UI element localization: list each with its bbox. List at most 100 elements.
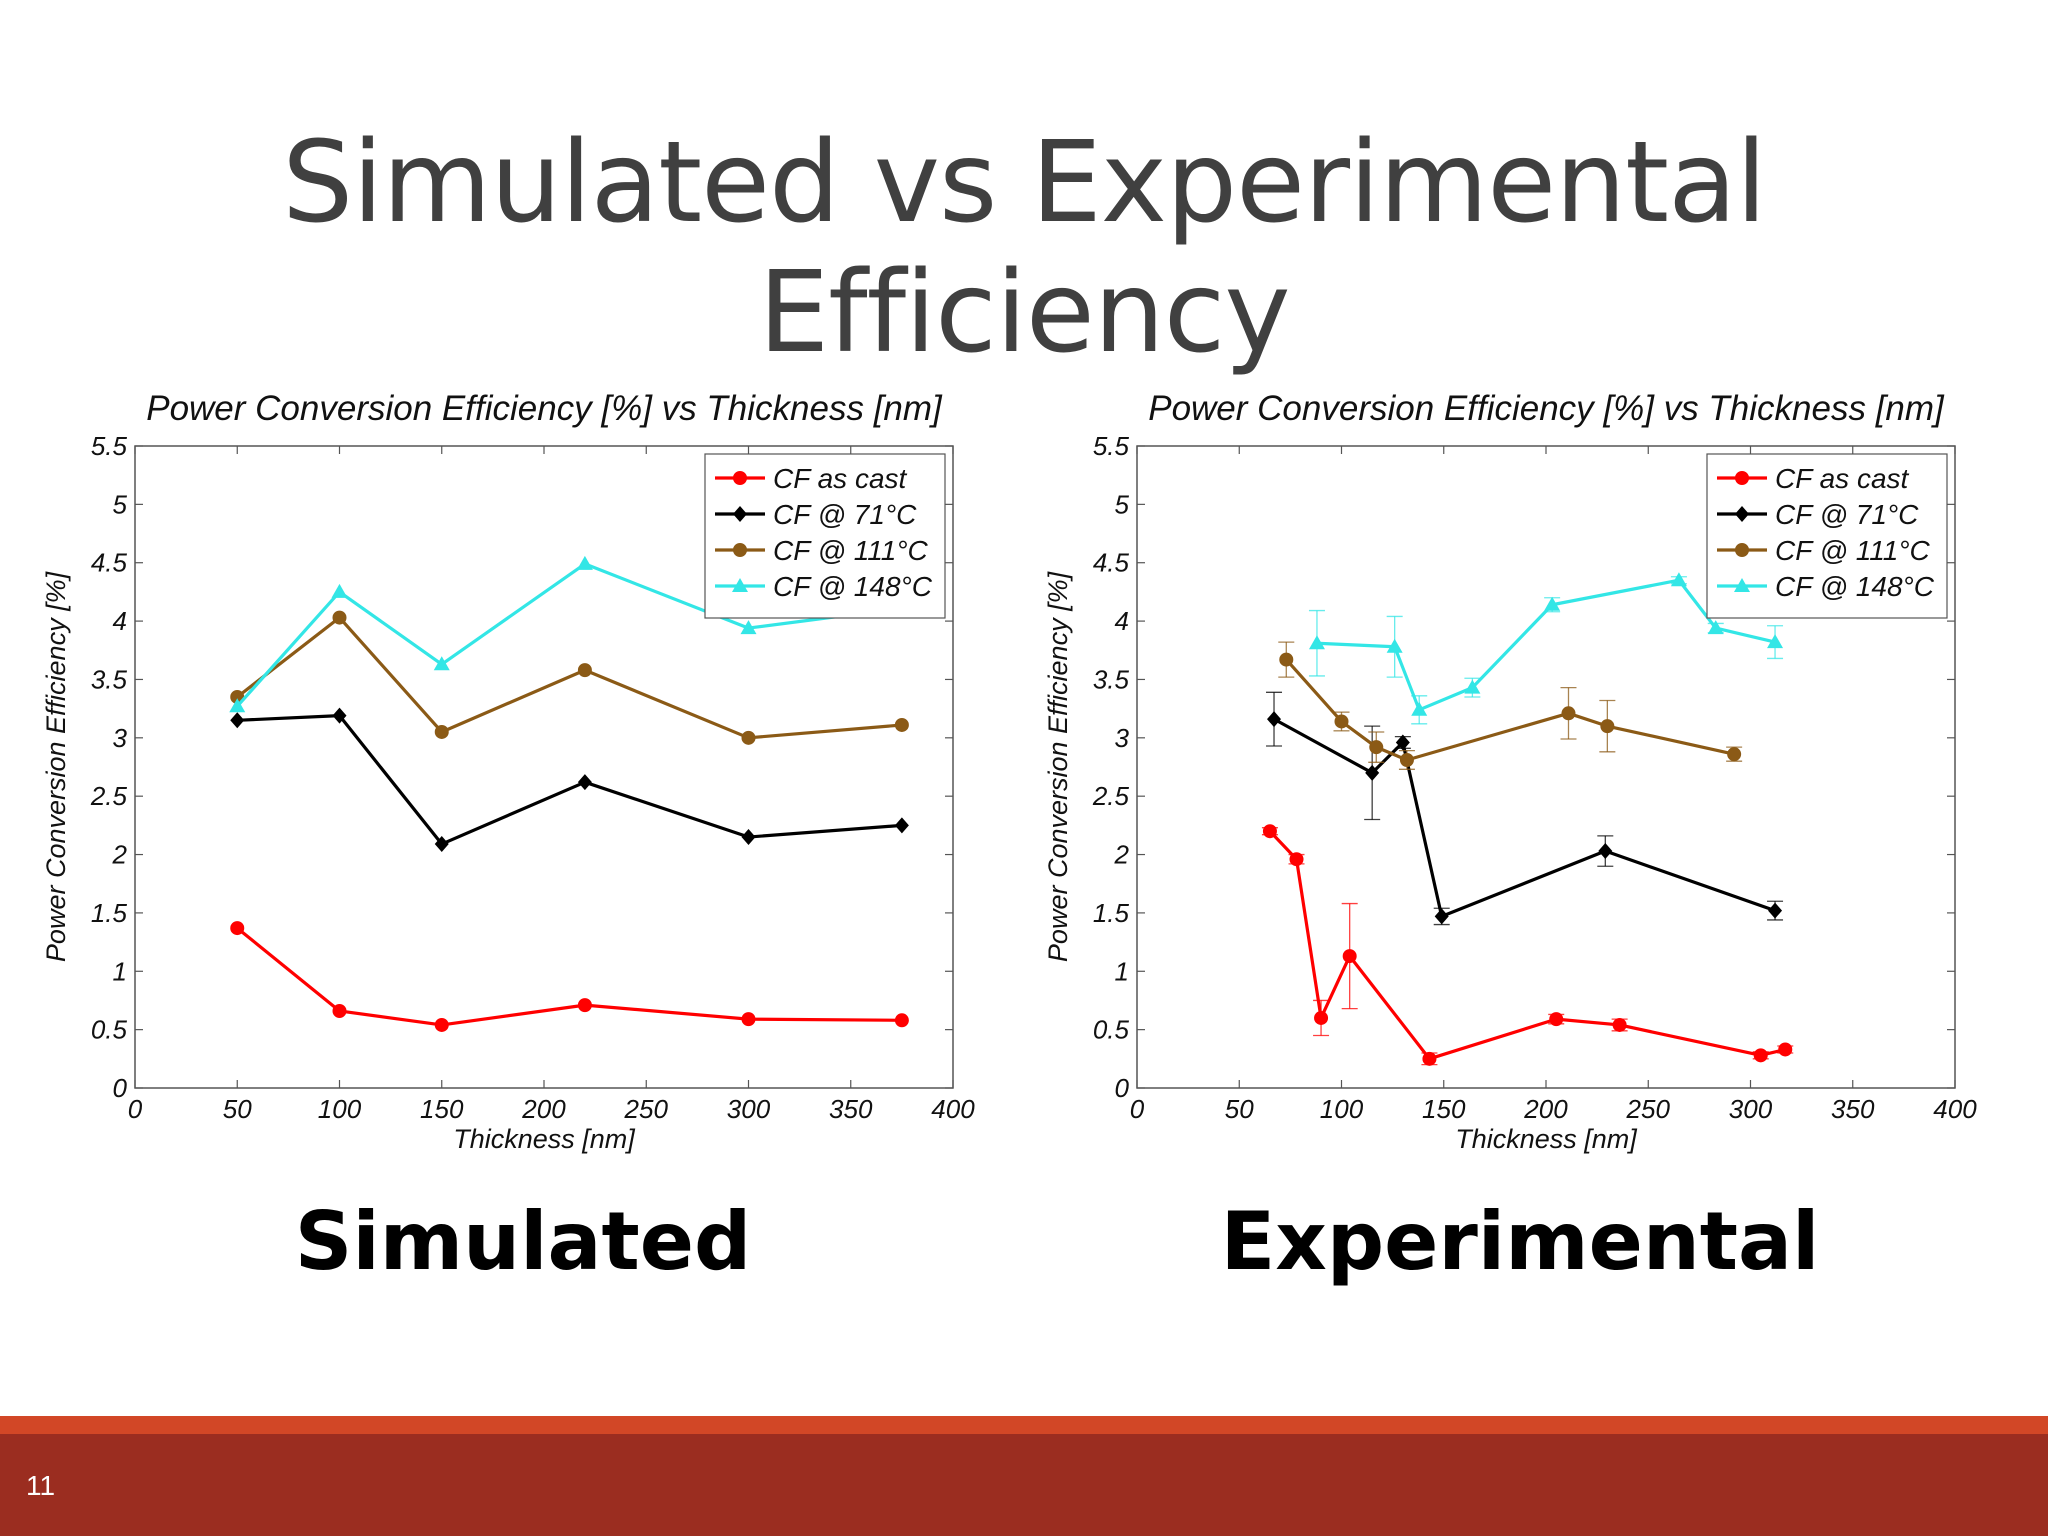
simulated-x-tick-label: 300 — [727, 1094, 771, 1124]
simulated-x-tick-label: 150 — [420, 1094, 464, 1124]
simulated-series-cf-71-c-point — [434, 836, 449, 853]
experimental-y-tick-label: 2 — [1114, 840, 1130, 870]
experimental-legend-entry-cf-71-c-label: CF @ 71°C — [1775, 499, 1919, 530]
experimental-series-cf-as-cast-point — [1262, 824, 1277, 839]
simulated-series-cf-as-cast-line — [236, 926, 902, 1027]
experimental-series-cf-as-cast-point — [1289, 852, 1304, 867]
experimental-plot-title: Power Conversion Efficiency [%] vs Thick… — [1148, 389, 1945, 428]
simulated-series-cf-as-cast-point — [894, 1013, 909, 1028]
simulated-legend-entry-cf-111-c-label: CF @ 111°C — [773, 535, 929, 566]
simulated-y-tick-label: 1 — [113, 956, 127, 986]
simulated-chart: Power Conversion Efficiency [%] vs Thick… — [41, 389, 975, 1154]
simulated-series-cf-as-cast-point — [577, 998, 592, 1013]
experimental-series-cf-as-cast-point — [1753, 1048, 1768, 1063]
experimental-chart: Power Conversion Efficiency [%] vs Thick… — [1043, 389, 1977, 1154]
simulated-x-axis-label: Thickness [nm] — [453, 1124, 636, 1154]
simulated-legend-entry-cf-148-c-marker — [732, 578, 748, 592]
simulated-legend-entry-cf-148-c: CF @ 148°C — [715, 571, 933, 602]
experimental-y-tick-label: 0 — [1115, 1073, 1130, 1103]
simulated-caption: Simulated — [294, 1195, 752, 1288]
experimental-series-cf-as-cast-line — [1268, 830, 1786, 1061]
experimental-series-cf-148-c-point — [1544, 596, 1561, 611]
simulated-series-cf-148-c-line — [236, 562, 903, 708]
simulated-series-cf-as-cast-point — [741, 1012, 756, 1027]
experimental-series-cf-71-c-point — [1395, 734, 1410, 751]
experimental-y-tick-label: 4 — [1115, 606, 1129, 636]
simulated-legend-entry-cf-148-c-label: CF @ 148°C — [773, 571, 933, 602]
experimental-legend-entry-cf-148-c-label: CF @ 148°C — [1775, 571, 1935, 602]
simulated-x-tick-label: 200 — [521, 1094, 566, 1124]
experimental-y-tick-label: 3 — [1115, 723, 1130, 753]
simulated-legend-entry-cf-111-c: CF @ 111°C — [715, 535, 929, 566]
experimental-series-cf-71-c-line — [1273, 717, 1776, 919]
simulated-y-tick-label: 2 — [112, 840, 128, 870]
footer-stripe — [0, 1416, 2048, 1434]
simulated-y-tick-label: 3 — [113, 723, 128, 753]
experimental-series-cf-71-c-point — [1434, 908, 1449, 925]
experimental-series-cf-as-cast-point — [1549, 1012, 1564, 1027]
simulated-y-tick-label: 2.5 — [90, 781, 128, 811]
experimental-series-cf-as-cast-point — [1314, 1010, 1329, 1025]
simulated-y-tick-label: 1.5 — [91, 898, 128, 928]
simulated-series-cf-71-c-line — [237, 714, 902, 846]
simulated-legend-entry-cf-as-cast: CF as cast — [715, 463, 908, 494]
simulated-y-tick-label: 4.5 — [91, 548, 128, 578]
simulated-x-tick-label: 250 — [624, 1094, 669, 1124]
simulated-series-cf-148-c-point — [433, 656, 450, 671]
simulated-legend-entry-cf-as-cast-marker — [733, 471, 747, 485]
experimental-series-cf-111-c-point — [1334, 714, 1349, 729]
experimental-legend-entry-cf-111-c-label: CF @ 111°C — [1775, 535, 1931, 566]
experimental-series-cf-111-c-point — [1727, 747, 1742, 762]
experimental-series-cf-148-c-point — [1386, 638, 1403, 653]
simulated-series-cf-as-cast-point — [230, 921, 245, 936]
simulated-series-cf-71-c — [230, 707, 909, 853]
simulated-x-tick-label: 350 — [829, 1094, 873, 1124]
experimental-x-tick-label: 150 — [1422, 1094, 1466, 1124]
experimental-x-tick-label: 250 — [1626, 1094, 1671, 1124]
experimental-legend-entry-cf-as-cast-marker — [1735, 471, 1749, 485]
simulated-series-cf-148-c-point — [331, 583, 348, 598]
experimental-y-tick-label: 2.5 — [1092, 781, 1130, 811]
experimental-x-tick-label: 300 — [1729, 1094, 1773, 1124]
simulated-legend-entry-cf-71-c: CF @ 71°C — [715, 499, 917, 530]
simulated-series-cf-111-c-point — [332, 610, 347, 625]
experimental-legend-entry-cf-148-c-marker — [1734, 578, 1750, 592]
experimental-y-tick-label: 0.5 — [1093, 1015, 1130, 1045]
experimental-series-cf-111-c-point — [1369, 740, 1384, 755]
experimental-y-tick-label: 1.5 — [1093, 898, 1130, 928]
simulated-x-tick-label: 0 — [128, 1094, 143, 1124]
experimental-x-axis-label: Thickness [nm] — [1455, 1124, 1638, 1154]
slide-title: Simulated vs Experimental Efficiency — [282, 118, 1767, 378]
experimental-y-tick-label: 5 — [1115, 489, 1130, 519]
experimental-x-tick-label: 350 — [1831, 1094, 1875, 1124]
experimental-series-cf-148-c-line — [1316, 578, 1776, 712]
simulated-series-cf-111-c-point — [894, 717, 909, 732]
experimental-series-cf-148-c-point — [1464, 679, 1481, 694]
simulated-plot-title: Power Conversion Efficiency [%] vs Thick… — [146, 389, 943, 428]
experimental-legend-entry-cf-71-c: CF @ 71°C — [1717, 499, 1919, 530]
experimental-legend-entry-cf-111-c: CF @ 111°C — [1717, 535, 1931, 566]
experimental-series-cf-as-cast-point — [1778, 1042, 1793, 1057]
simulated-series-cf-148-c-point — [740, 620, 757, 635]
experimental-series-cf-71-c-point — [1768, 902, 1783, 919]
experimental-legend-entry-cf-71-c-marker — [1735, 506, 1749, 522]
simulated-legend-entry-cf-71-c-marker — [733, 506, 747, 522]
experimental-legend-entry-cf-111-c-marker — [1735, 543, 1749, 557]
experimental-series-cf-111-c-line — [1285, 658, 1735, 762]
experimental-y-axis-label: Power Conversion Efficiency [%] — [1043, 570, 1073, 962]
simulated-y-tick-label: 3.5 — [91, 664, 128, 694]
experimental-y-tick-label: 5.5 — [1093, 431, 1130, 461]
simulated-x-tick-label: 100 — [318, 1094, 362, 1124]
experimental-series-cf-as-cast-point — [1422, 1051, 1437, 1066]
simulated-legend: CF as cast CF @ 71°C CF @ 111°C CF @ 148°C — [704, 453, 946, 619]
simulated-series-cf-71-c-point — [332, 707, 347, 724]
simulated-series-cf-111-c — [230, 610, 909, 745]
simulated-y-tick-label: 0 — [113, 1073, 128, 1103]
experimental-series-cf-111-c-point — [1279, 652, 1294, 667]
experimental-series-cf-as-cast — [1261, 824, 1794, 1066]
experimental-series-cf-148-c-point — [1767, 634, 1784, 649]
experimental-legend-entry-cf-as-cast: CF as cast — [1717, 463, 1910, 494]
simulated-legend-entry-cf-as-cast-label: CF as cast — [773, 463, 908, 494]
experimental-x-tick-label: 0 — [1130, 1094, 1145, 1124]
experimental-series-cf-148-c-point — [1707, 620, 1724, 635]
